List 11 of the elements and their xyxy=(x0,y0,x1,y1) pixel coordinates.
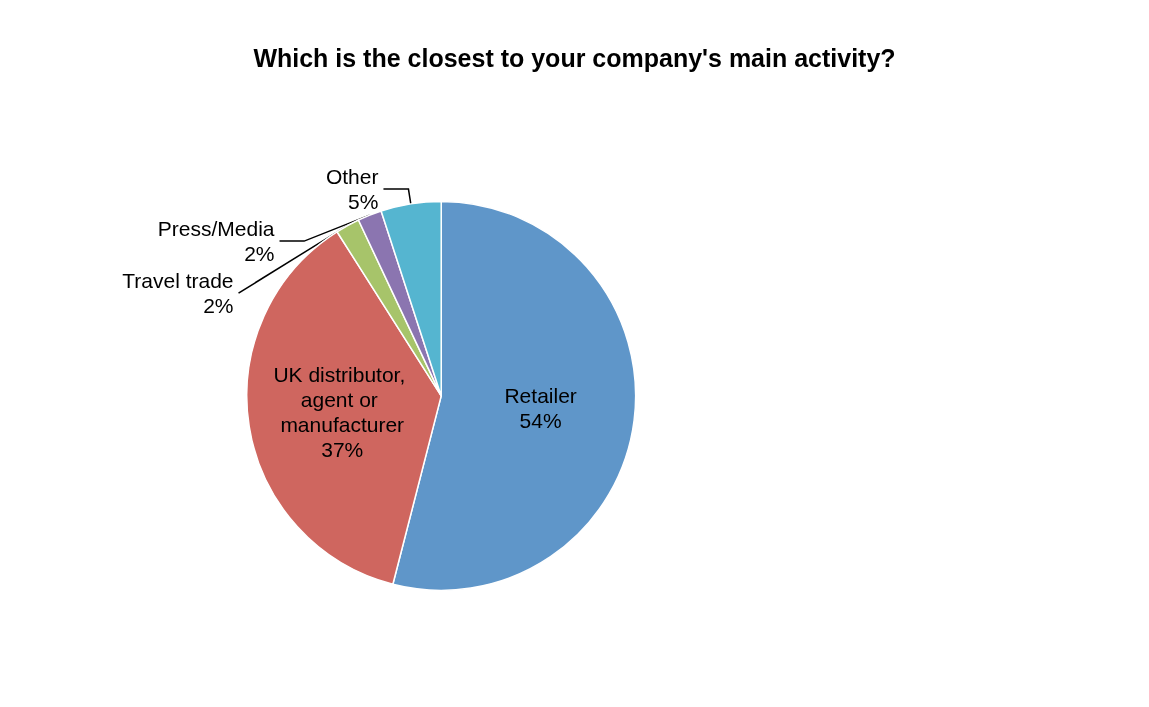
data-label: 2% xyxy=(244,242,275,266)
slice-label: Travel trade xyxy=(122,269,234,293)
data-label: 37% xyxy=(321,437,364,461)
data-label: 54% xyxy=(519,409,562,433)
chart-title: Which is the closest to your company's main activity? xyxy=(253,43,896,72)
slice-label: Retailer xyxy=(504,384,577,408)
data-label: 2% xyxy=(203,294,234,318)
slice-label: Press/Media xyxy=(157,217,275,241)
slice-label: UK distributor, agent or manufacturer xyxy=(273,362,412,436)
data-label: 5% xyxy=(348,190,379,214)
slice-label: Other xyxy=(325,165,379,189)
